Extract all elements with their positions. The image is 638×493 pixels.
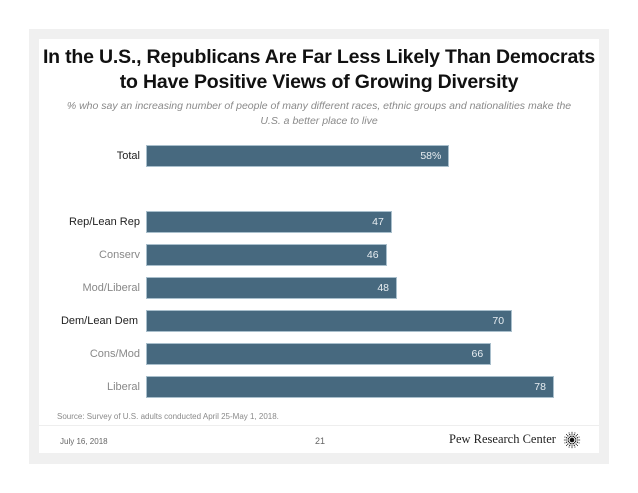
logo-ray: [568, 442, 572, 448]
category-label: Cons/Mod: [89, 348, 140, 360]
logo-ray: [572, 432, 576, 438]
bar: [146, 145, 450, 167]
data-label: 58%: [420, 150, 442, 162]
category-label: Conserv: [99, 249, 140, 261]
chart-subtitle-line-1: % who say an increasing number of people…: [66, 100, 572, 112]
logo-ray: [574, 436, 580, 440]
chart-title: In the U.S., Republicans Are Far Less Li…: [39, 45, 599, 95]
category-label: Dem/Lean Dem: [60, 315, 138, 327]
logo-ray: [572, 442, 576, 448]
logo-ray: [573, 433, 579, 439]
brand-name: Pew Research Center: [449, 432, 556, 446]
logo-ray: [574, 440, 580, 444]
data-label: 48: [377, 282, 390, 294]
data-label: 66: [471, 348, 484, 360]
bar: [146, 343, 492, 365]
chart-title-line-1: In the U.S., Republicans Are Far Less Li…: [42, 46, 596, 68]
chart-subtitle-line-2: U.S. a better place to live: [260, 115, 378, 127]
bar: [146, 211, 392, 233]
footer-divider: [39, 425, 599, 426]
page-number: 21: [314, 436, 325, 446]
bar: [146, 277, 398, 299]
logo-ray: [565, 441, 571, 447]
logo-ray: [568, 432, 572, 438]
bar: [146, 376, 554, 398]
source-note: Source: Survey of U.S. adults conducted …: [57, 412, 279, 421]
footer-date: July 16, 2018: [60, 437, 108, 446]
chart-title-line-2: to Have Positive Views of Growing Divers…: [119, 71, 519, 93]
category-label: Rep/Lean Rep: [69, 216, 140, 228]
logo-ray: [573, 441, 579, 447]
category-label: Liberal: [106, 381, 140, 393]
category-label: Total: [116, 150, 140, 162]
pew-sunburst-icon: [563, 431, 581, 449]
logo-ray: [564, 436, 570, 440]
logo-ray: [565, 433, 571, 439]
chart-subtitle: % who say an increasing number of people…: [60, 99, 578, 129]
logo-ray: [564, 440, 570, 444]
data-label: 46: [366, 249, 379, 261]
category-label: Mod/Liberal: [82, 282, 140, 294]
data-label: 70: [492, 315, 505, 327]
data-label: 47: [372, 216, 384, 228]
bar: [146, 244, 387, 266]
data-label: 78: [534, 381, 546, 393]
bar: [146, 310, 513, 332]
